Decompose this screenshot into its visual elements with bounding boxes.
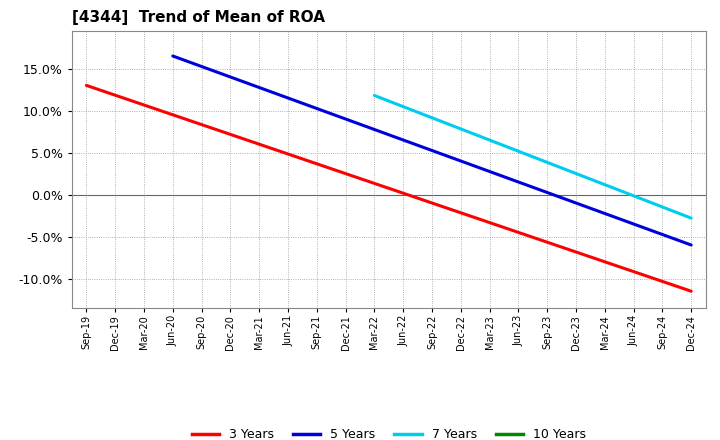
Text: [4344]  Trend of Mean of ROA: [4344] Trend of Mean of ROA [72,11,325,26]
Legend: 3 Years, 5 Years, 7 Years, 10 Years: 3 Years, 5 Years, 7 Years, 10 Years [186,423,591,440]
